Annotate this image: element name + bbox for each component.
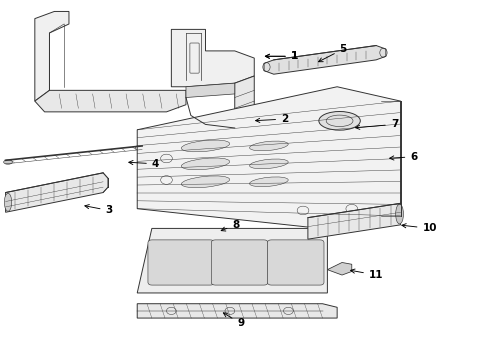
Text: 5: 5 [318,44,346,62]
Polygon shape [137,87,400,230]
Text: 8: 8 [221,220,239,231]
Ellipse shape [3,160,12,164]
Text: 9: 9 [223,313,244,328]
Ellipse shape [249,159,287,169]
Text: 7: 7 [355,120,397,129]
Text: 10: 10 [401,224,436,233]
Ellipse shape [318,112,360,130]
Polygon shape [137,304,336,318]
Polygon shape [307,203,400,239]
Ellipse shape [249,141,287,151]
Polygon shape [239,114,259,125]
Polygon shape [35,90,185,112]
Ellipse shape [181,158,229,170]
Ellipse shape [181,176,229,188]
Polygon shape [327,262,351,275]
Text: 6: 6 [389,152,417,162]
Polygon shape [234,76,254,126]
Text: 4: 4 [128,159,159,169]
Ellipse shape [181,140,229,152]
Polygon shape [234,110,264,128]
Text: 1: 1 [265,51,298,61]
FancyBboxPatch shape [267,240,324,285]
Polygon shape [35,12,69,101]
Polygon shape [185,83,234,98]
Polygon shape [137,228,327,293]
Polygon shape [171,30,254,87]
Text: 1: 1 [265,51,298,61]
Ellipse shape [249,177,287,187]
Text: 2: 2 [255,114,288,124]
FancyBboxPatch shape [211,240,267,285]
Polygon shape [264,45,385,74]
Text: 3: 3 [85,204,113,216]
Text: 11: 11 [350,269,383,280]
Ellipse shape [4,193,12,211]
Polygon shape [5,173,108,212]
FancyBboxPatch shape [148,240,214,285]
Ellipse shape [395,204,403,224]
